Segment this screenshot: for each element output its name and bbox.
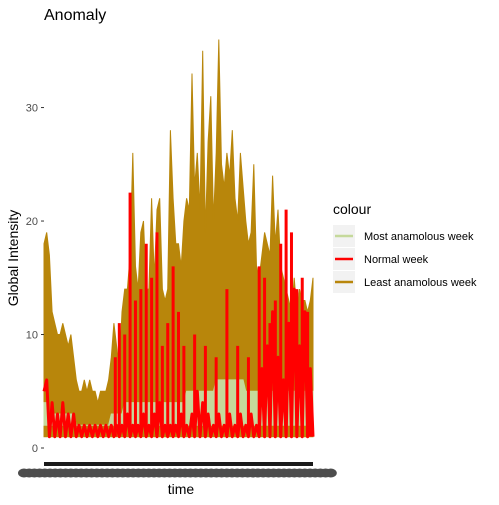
x-axis-ticks [44, 462, 313, 466]
legend-title: colour [333, 201, 371, 217]
legend-label-most-anamolous-week: Most anamolous week [364, 231, 474, 243]
legend: colour Most anamolous week Normal week Lea… [333, 201, 477, 293]
x-tick-labels [18, 468, 337, 478]
series-line-normal-week [42, 287, 315, 439]
x-tick-label-59 [324, 468, 337, 478]
chart-title: Anomaly [44, 7, 106, 24]
y-axis: 0 10 20 30 [26, 103, 44, 455]
y-tick-label-10: 10 [26, 330, 38, 342]
y-tick-label-0: 0 [32, 443, 38, 455]
y-axis-label: Global Intensity [5, 210, 21, 307]
legend-label-least-anamolous-week: Least anamolous week [364, 277, 477, 289]
y-tick-label-30: 30 [26, 103, 38, 115]
x-axis [18, 462, 337, 478]
y-tick-label-20: 20 [26, 216, 38, 228]
plot-area [42, 39, 315, 439]
legend-label-normal-week: Normal week [364, 254, 429, 266]
x-axis-label: time [168, 481, 195, 497]
